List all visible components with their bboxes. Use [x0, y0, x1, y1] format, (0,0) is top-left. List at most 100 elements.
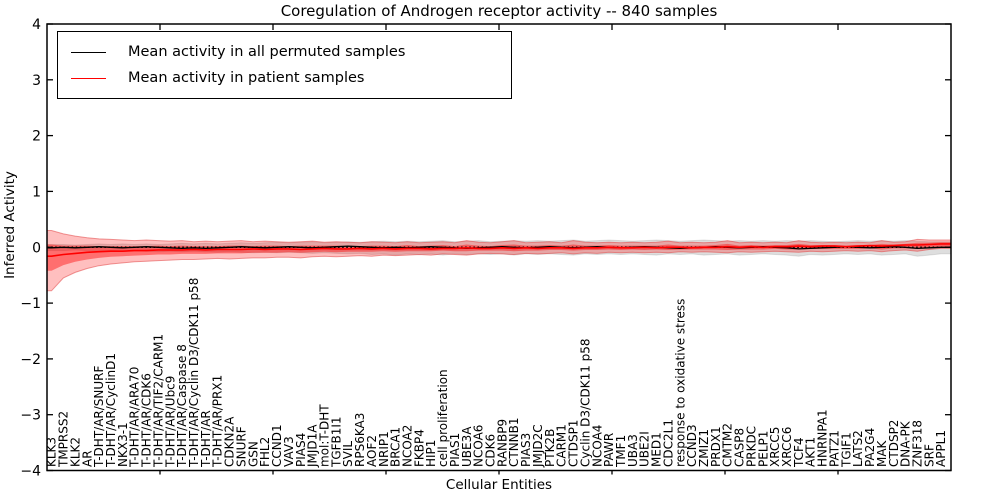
x-tick-label: CTDSP1 — [567, 420, 581, 467]
x-tick-label: T-DHT/AR/CDK6 — [140, 373, 154, 468]
x-tick-label: XRCC5 — [768, 427, 782, 467]
patient-mean-line — [47, 243, 951, 258]
x-tick-label: NCOA2 — [401, 425, 415, 467]
x-tick-label: CARM1 — [555, 424, 569, 467]
x-tick-label: VAV3 — [282, 436, 296, 467]
x-tick-label: TMPRSS2 — [57, 411, 71, 468]
x-tick-label: T-DHT/AR/Ubc9 — [163, 376, 177, 468]
x-tick-label: SVIL — [341, 441, 355, 467]
x-tick-label: cell proliferation — [436, 369, 450, 467]
x-tick-label: AOF2 — [365, 435, 379, 467]
x-tick-label: T-DHT/AR/SNURF — [92, 366, 106, 469]
legend-entry-patient: Mean activity in patient samples — [71, 65, 503, 91]
x-tick-label: KLK3 — [45, 437, 59, 467]
x-tick-label: AKT1 — [804, 437, 818, 467]
x-tick-label: DNA-PK — [899, 420, 913, 467]
x-tick-label: TMF1 — [614, 435, 628, 468]
y-tick-label: 2 — [32, 129, 41, 145]
legend-label-permuted: Mean activity in all permuted samples — [128, 44, 406, 60]
x-tick-label: NKX3-1 — [116, 422, 130, 467]
x-tick-label: PIAS1 — [448, 433, 462, 467]
x-tick-label: PATZ1 — [828, 430, 842, 467]
x-tick-label: JMJD2C — [531, 424, 545, 468]
x-tick-label: MAK — [875, 439, 889, 467]
x-tick-label: PIAS4 — [294, 433, 308, 467]
legend-line-sample-red — [71, 77, 106, 79]
x-tick-label: UBE2I — [638, 431, 652, 467]
legend-entry-permuted: Mean activity in all permuted samples — [71, 39, 503, 65]
x-tick-label: T-DHT/AR/Cyclin D3/CDK11 p58 — [187, 278, 201, 468]
legend: Mean activity in all permuted samples Me… — [57, 31, 512, 99]
x-tick-label: AR — [80, 450, 94, 467]
x-tick-label: CCND3 — [685, 424, 699, 467]
x-tick-label: SRF — [922, 444, 936, 467]
y-axis-ticks — [47, 23, 951, 472]
x-tick-label: T-DHT/AR/CyclinD1 — [104, 353, 118, 468]
x-tick-label: APPL1 — [934, 430, 948, 467]
x-tick-label: HIP1 — [424, 440, 438, 467]
x-tick-label: NRIP1 — [377, 431, 391, 467]
x-tick-label: TGIF1 — [839, 432, 853, 468]
patient-band-outer — [46, 230, 952, 292]
y-tick-label: −4 — [20, 464, 41, 480]
y-tick-label: −3 — [20, 408, 41, 424]
x-tick-label: KLK2 — [68, 437, 82, 467]
x-tick-label: RANBP9 — [495, 419, 509, 467]
x-tick-label: CDC2L1 — [661, 419, 675, 467]
x-tick-label: PAWR — [602, 433, 616, 467]
x-tick-label: T-DHT/AR/PRX1 — [211, 375, 225, 468]
x-tick-label: UBA3 — [626, 434, 640, 467]
x-tick-label: SNURF — [235, 426, 249, 467]
x-tick-label: PIAS3 — [519, 433, 533, 467]
x-tick-label: response to oxidative stress — [673, 299, 687, 467]
x-tick-label: CCND1 — [270, 424, 284, 467]
y-axis-label: Inferred Activity — [2, 171, 18, 279]
x-tick-label: UBE3A — [460, 426, 474, 467]
x-tick-label: PA2G4 — [863, 428, 877, 467]
x-tick-label: ZNF318 — [911, 420, 925, 467]
x-tick-label: HNRNPA1 — [816, 409, 830, 467]
chart-title: Coregulation of Androgen receptor activi… — [280, 2, 718, 20]
x-tick-label: JMJD1A — [306, 424, 320, 468]
y-tick-labels: 4 3 2 1 0 −1 −2 −3 −4 — [20, 17, 41, 480]
x-tick-label: T-DHT/AR — [199, 410, 213, 468]
x-tick-label: mol:T-DHT — [318, 404, 332, 467]
y-tick-label: 4 — [32, 17, 41, 33]
x-tick-label: NCOA6 — [472, 425, 486, 467]
x-tick-label: NCOA4 — [590, 425, 604, 467]
x-tick-label: CMTM2 — [721, 423, 735, 467]
x-tick-label: T-DHT/AR/ARA70 — [128, 367, 142, 468]
y-tick-label: 1 — [32, 184, 41, 200]
x-tick-label: MED1 — [650, 432, 664, 467]
x-tick-label: Cyclin D3/CDK11 p58 — [578, 338, 592, 467]
x-tick-label: LATS2 — [851, 430, 865, 467]
x-tick-label: T-DHT/AR/Caspase 8 — [175, 344, 189, 468]
x-tick-label: CDKN2A — [223, 416, 237, 467]
x-tick-label: CTNNB1 — [507, 417, 521, 467]
x-tick-label: CTDSP2 — [887, 420, 901, 467]
x-tick-label: BRCA1 — [389, 427, 403, 467]
x-tick-label: CDK6 — [484, 434, 498, 467]
x-tick-label: PELP1 — [756, 431, 770, 467]
x-tick-label: PRKDC — [744, 426, 758, 467]
legend-label-patient: Mean activity in patient samples — [128, 70, 365, 86]
x-tick-label: XRCC6 — [780, 427, 794, 467]
x-tick-label: FHL2 — [258, 437, 272, 467]
x-tick-label: TGFB1I1 — [329, 416, 343, 468]
x-tick-label: CASP8 — [733, 428, 747, 467]
x-tick-label: FKBP4 — [412, 429, 426, 467]
x-axis-label: Cellular Entities — [445, 477, 553, 493]
x-tick-label: GSN — [246, 441, 260, 467]
x-tick-label: PRDX1 — [709, 426, 723, 467]
x-tick-label: ZMIZ1 — [697, 429, 711, 467]
x-tick-label: RPS6KA3 — [353, 413, 367, 467]
y-tick-label: −2 — [20, 352, 41, 368]
y-tick-label: 0 — [32, 240, 41, 256]
x-tick-label: PTK2B — [543, 429, 557, 467]
permuted-mean-line — [47, 245, 951, 250]
y-tick-label: −1 — [20, 296, 41, 312]
x-tick-label: T-DHT/AR/TIF2/CARM1 — [151, 334, 165, 468]
legend-line-sample-black — [71, 51, 106, 53]
